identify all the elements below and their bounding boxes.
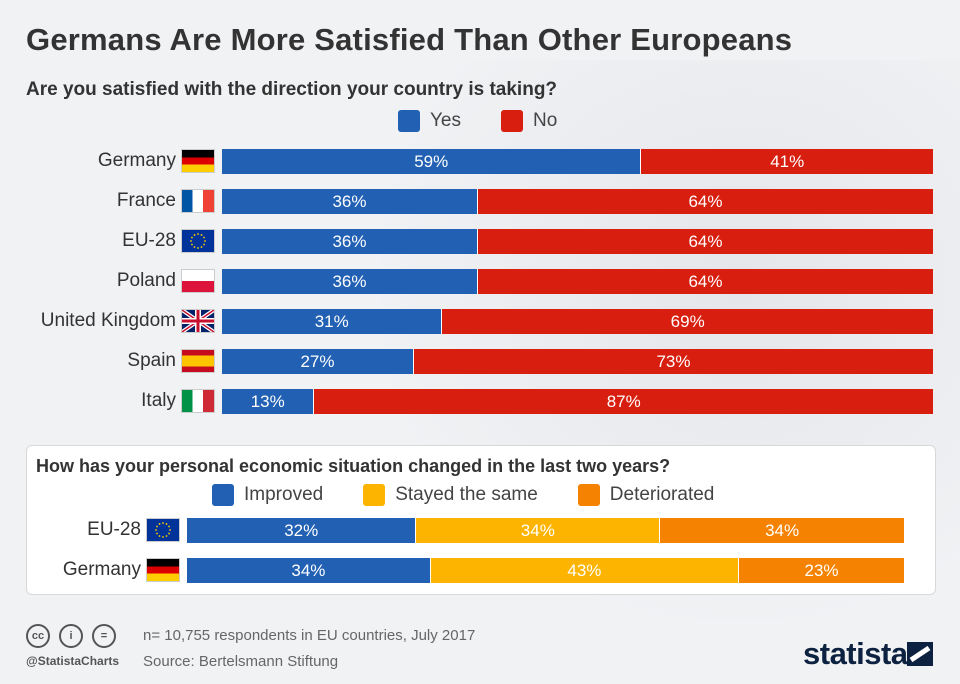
legend-label: No (533, 110, 558, 131)
footer-source: Source: Bertelsmann Stiftung (143, 653, 339, 670)
category-label: Italy (141, 390, 176, 411)
legend-swatch (363, 484, 386, 506)
data-label: 23% (804, 561, 839, 580)
category-label: United Kingdom (40, 310, 176, 331)
data-label: 73% (656, 352, 691, 371)
category-label: EU-28 (122, 230, 176, 251)
bar-segment-no: 41% (641, 149, 933, 174)
data-label: 32% (284, 521, 319, 540)
legend-swatch (577, 484, 600, 506)
legend-label: Stayed the same (395, 484, 538, 505)
bar-segment-no: 64% (477, 229, 933, 254)
category-label: EU-28 (87, 519, 141, 540)
category-label: France (116, 190, 176, 211)
data-label: 27% (300, 352, 335, 371)
cc-icon: cc (26, 624, 50, 648)
category-label: Poland (116, 270, 176, 291)
bar-segment-no: 73% (413, 349, 933, 374)
it-flag-icon (182, 390, 214, 412)
chart1-legend: Yes No (398, 110, 597, 132)
chart-title: Germans Are More Satisfied Than Other Eu… (26, 22, 793, 57)
fr-flag-icon (182, 190, 214, 212)
nd-icon: = (92, 624, 116, 648)
data-label: 34% (291, 561, 326, 580)
category-label: Germany (97, 150, 176, 171)
eu-flag-icon (147, 519, 179, 541)
legend-item: Stayed the same (363, 484, 538, 506)
bar-segment-no: 69% (442, 309, 933, 334)
bar-segment-yes: 36% (222, 189, 478, 214)
bar-segment-no: 87% (314, 389, 933, 414)
bar-segment-deteriorated: 23% (739, 558, 904, 583)
data-label: 87% (606, 392, 641, 411)
data-label: 64% (688, 192, 723, 211)
legend-item: Improved (212, 484, 323, 506)
bar-segment-yes: 59% (222, 149, 642, 174)
uk-flag-icon (182, 310, 214, 332)
category-label: Germany (62, 559, 141, 580)
pl-flag-icon (182, 270, 214, 292)
by-icon: i (59, 624, 83, 648)
bar-segment-yes: 36% (222, 269, 478, 294)
legend-item: No (501, 110, 557, 132)
bar-segment-improved: 32% (187, 518, 417, 543)
data-label: 34% (520, 521, 555, 540)
chart2-subtitle: How has your personal economic situation… (36, 456, 671, 476)
statista-logo: statista (803, 636, 908, 671)
bar-segment-yes: 31% (222, 309, 443, 334)
statista-logo-mark-icon (907, 642, 933, 666)
bar-segment-no: 64% (477, 269, 933, 294)
bar-segment-yes: 13% (222, 389, 315, 414)
chart2-legend: Improved Stayed the same Deteriorated (212, 484, 754, 506)
data-label: 43% (567, 561, 602, 580)
data-label: 64% (688, 272, 723, 291)
legend-label: Improved (244, 484, 324, 505)
bar-segment-stayed-the-same: 43% (430, 558, 740, 583)
bar-segment-improved: 34% (187, 558, 431, 583)
data-label: 69% (670, 312, 705, 331)
de-flag-icon (147, 559, 179, 581)
chart1-subtitle: Are you satisfied with the direction you… (26, 79, 558, 100)
legend-label: Yes (430, 110, 461, 131)
legend-swatch (212, 484, 234, 506)
category-label: Spain (127, 350, 176, 371)
bar-segment-yes: 27% (222, 349, 414, 374)
de-flag-icon (182, 150, 214, 172)
data-label: 31% (314, 312, 349, 331)
legend-swatch (398, 110, 420, 132)
legend-item: Yes (398, 110, 461, 132)
legend-label: Deteriorated (609, 484, 715, 505)
data-label: 36% (332, 272, 367, 291)
bar-segment-stayed-the-same: 34% (416, 518, 661, 543)
data-label: 36% (332, 192, 367, 211)
data-label: 59% (414, 152, 449, 171)
footer-handle: @StatistaCharts (26, 654, 120, 668)
bar-segment-no: 64% (477, 189, 933, 214)
data-label: 34% (765, 521, 800, 540)
footer-note: n= 10,755 respondents in EU countries, J… (143, 627, 476, 644)
bar-segment-deteriorated: 34% (660, 518, 904, 543)
es-flag-icon (182, 350, 214, 372)
legend-swatch (501, 110, 523, 132)
data-label: 13% (250, 392, 285, 411)
data-label: 36% (332, 232, 367, 251)
data-label: 64% (688, 232, 723, 251)
data-label: 41% (770, 152, 805, 171)
bar-segment-yes: 36% (222, 229, 478, 254)
eu-flag-icon (182, 230, 214, 252)
legend-item: Deteriorated (577, 484, 715, 506)
